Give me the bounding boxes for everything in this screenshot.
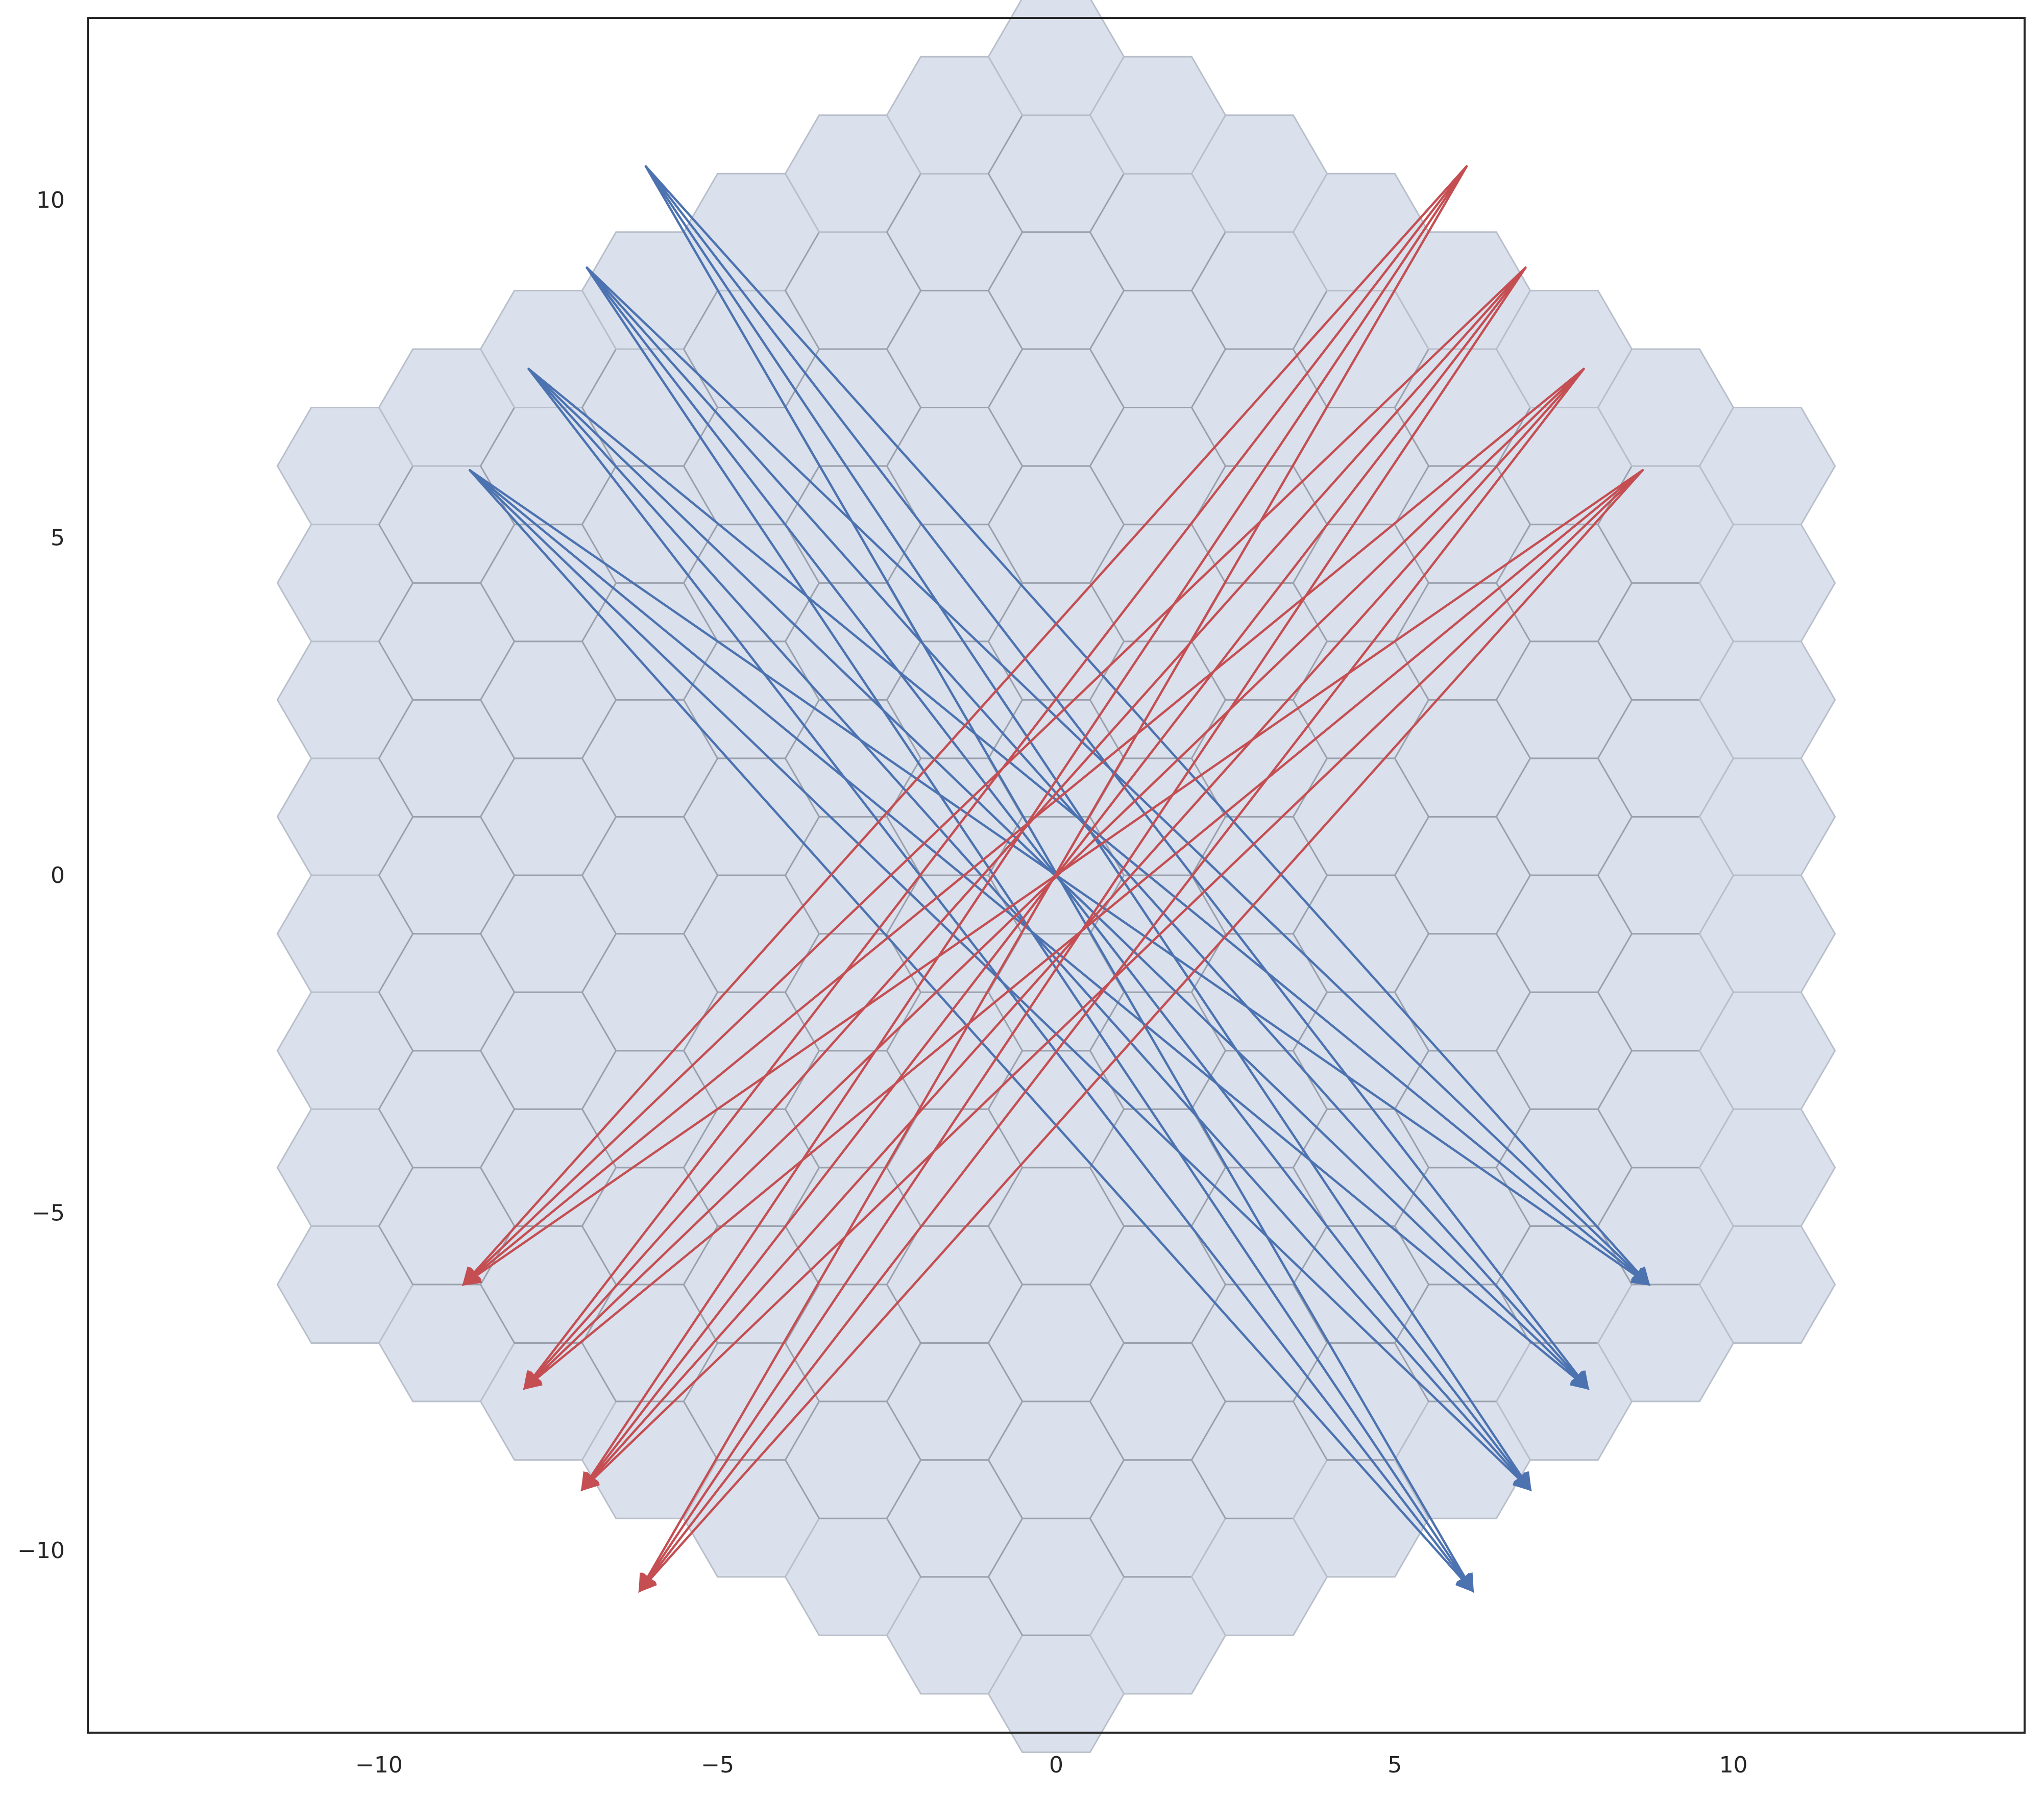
- hex-grid: [276, 0, 1836, 1753]
- hex-cell: [1698, 407, 1836, 526]
- y-tick-label: −10: [17, 1538, 65, 1564]
- red-arrow: [580, 469, 1644, 1491]
- red-arrow: [461, 367, 1585, 1286]
- y-tick-label: 0: [51, 862, 65, 889]
- blue-arrow: [468, 469, 1651, 1286]
- plot-frame: [87, 17, 2026, 1734]
- x-axis-ticks: −10 −5 0 5 10: [355, 1752, 1748, 1778]
- x-tick-label: 5: [1388, 1752, 1402, 1778]
- blue-arrow: [468, 469, 1590, 1390]
- red-arrow: [462, 165, 1468, 1286]
- red-arrow: [523, 367, 1585, 1390]
- red-arrow: [461, 469, 1644, 1286]
- y-tick-label: −5: [32, 1200, 65, 1226]
- y-tick-label: 10: [36, 187, 65, 213]
- red-arrow: [461, 266, 1527, 1286]
- red-arrow: [523, 165, 1468, 1390]
- y-axis-ticks: −10 −5 0 5 10: [17, 187, 65, 1564]
- red-arrow: [523, 266, 1527, 1390]
- blue-arrow: [527, 367, 1590, 1390]
- blue-arrow: [586, 266, 1651, 1286]
- blue-arrow: [468, 469, 1532, 1491]
- blue-arrow: [586, 266, 1590, 1390]
- blue-arrow: [527, 367, 1651, 1286]
- blue-arrow: [468, 469, 1474, 1593]
- x-tick-label: 10: [1719, 1752, 1748, 1778]
- x-tick-label: −5: [701, 1752, 734, 1778]
- arrow-set: [461, 165, 1651, 1593]
- x-tick-label: −10: [355, 1752, 403, 1778]
- red-arrow: [638, 469, 1644, 1593]
- red-arrow: [523, 469, 1644, 1390]
- y-tick-label: 5: [51, 525, 65, 551]
- blue-arrow: [644, 165, 1590, 1390]
- x-tick-label: 0: [1049, 1752, 1063, 1778]
